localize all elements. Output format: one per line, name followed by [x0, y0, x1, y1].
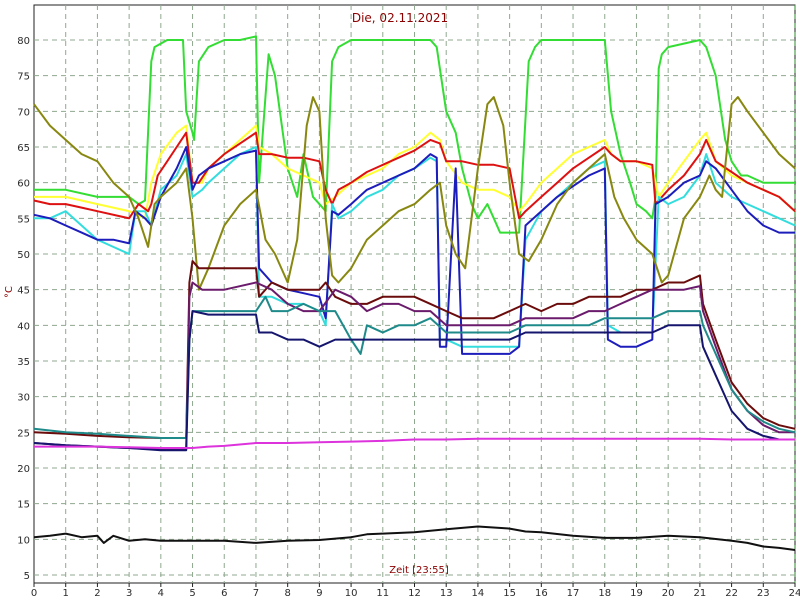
- x-tick-label: 12: [408, 588, 421, 599]
- x-tick-label: 24: [789, 588, 800, 599]
- x-tick-label: 23: [757, 588, 770, 599]
- series-line-6: [33, 96, 796, 291]
- x-tick-label: 15: [503, 588, 516, 599]
- x-tick-label: 22: [725, 588, 738, 599]
- y-tick-label: 20: [17, 464, 30, 475]
- x-tick-label: 8: [284, 588, 290, 599]
- x-tick-label: 16: [535, 588, 548, 599]
- series-layer: [33, 35, 796, 551]
- x-tick-label: 17: [567, 588, 580, 599]
- y-tick-label: 60: [17, 179, 30, 190]
- series-line-12: [33, 525, 796, 551]
- y-tick-label: 75: [17, 72, 30, 83]
- series-line-8: [33, 281, 795, 451]
- y-tick-label: 10: [17, 535, 30, 546]
- y-tick-label: 55: [17, 214, 30, 225]
- x-tick-label: 1: [63, 588, 69, 599]
- x-tick-label: 9: [316, 588, 322, 599]
- series-line-5: [33, 146, 795, 355]
- series-line-9: [33, 295, 796, 439]
- x-tick-label: 18: [598, 588, 611, 599]
- series-line-11: [34, 437, 795, 449]
- x-tick-label: 13: [440, 588, 453, 599]
- x-tick-label: 4: [158, 588, 164, 599]
- x-tick-label: 10: [345, 588, 358, 599]
- chart-title: Die, 02.11.2021: [352, 11, 448, 25]
- x-tick-label: 2: [94, 588, 100, 599]
- series-line-7: [33, 260, 796, 439]
- x-tick-label: 6: [221, 588, 227, 599]
- y-tick-label: 30: [17, 393, 30, 404]
- tick-layer: 0 1 2 3 4 5 6 7 8 9 10 11 12 13 14 15 16 17 18 19 20 21 22 23 24…: [17, 36, 800, 599]
- x-tick-label: 19: [630, 588, 643, 599]
- y-tick-label: 45: [17, 286, 30, 297]
- x-axis-label: Zeit [23:55]: [389, 565, 449, 576]
- series-line-1: [34, 35, 795, 234]
- x-tick-label: 14: [472, 588, 485, 599]
- x-tick-label: 20: [662, 588, 675, 599]
- y-tick-label: 80: [17, 36, 30, 47]
- x-tick-label: 3: [126, 588, 132, 599]
- x-tick-label: 21: [694, 588, 707, 599]
- y-tick-label: 50: [17, 250, 30, 261]
- y-tick-label: 65: [17, 143, 30, 154]
- y-tick-label: 5: [24, 571, 30, 582]
- y-tick-label: 35: [17, 357, 30, 368]
- x-tick-label: 5: [189, 588, 195, 599]
- series-line-10: [33, 310, 795, 452]
- y-tick-label: 25: [17, 428, 30, 439]
- grid-layer: [33, 4, 796, 584]
- x-tick-label: 11: [376, 588, 389, 599]
- y-axis-label: °C: [4, 286, 15, 298]
- x-tick-label: 0: [31, 588, 37, 599]
- y-tick-label: 40: [17, 321, 30, 332]
- y-tick-label: 15: [17, 500, 30, 511]
- x-tick-label: 7: [253, 588, 259, 599]
- y-tick-label: 70: [17, 107, 30, 118]
